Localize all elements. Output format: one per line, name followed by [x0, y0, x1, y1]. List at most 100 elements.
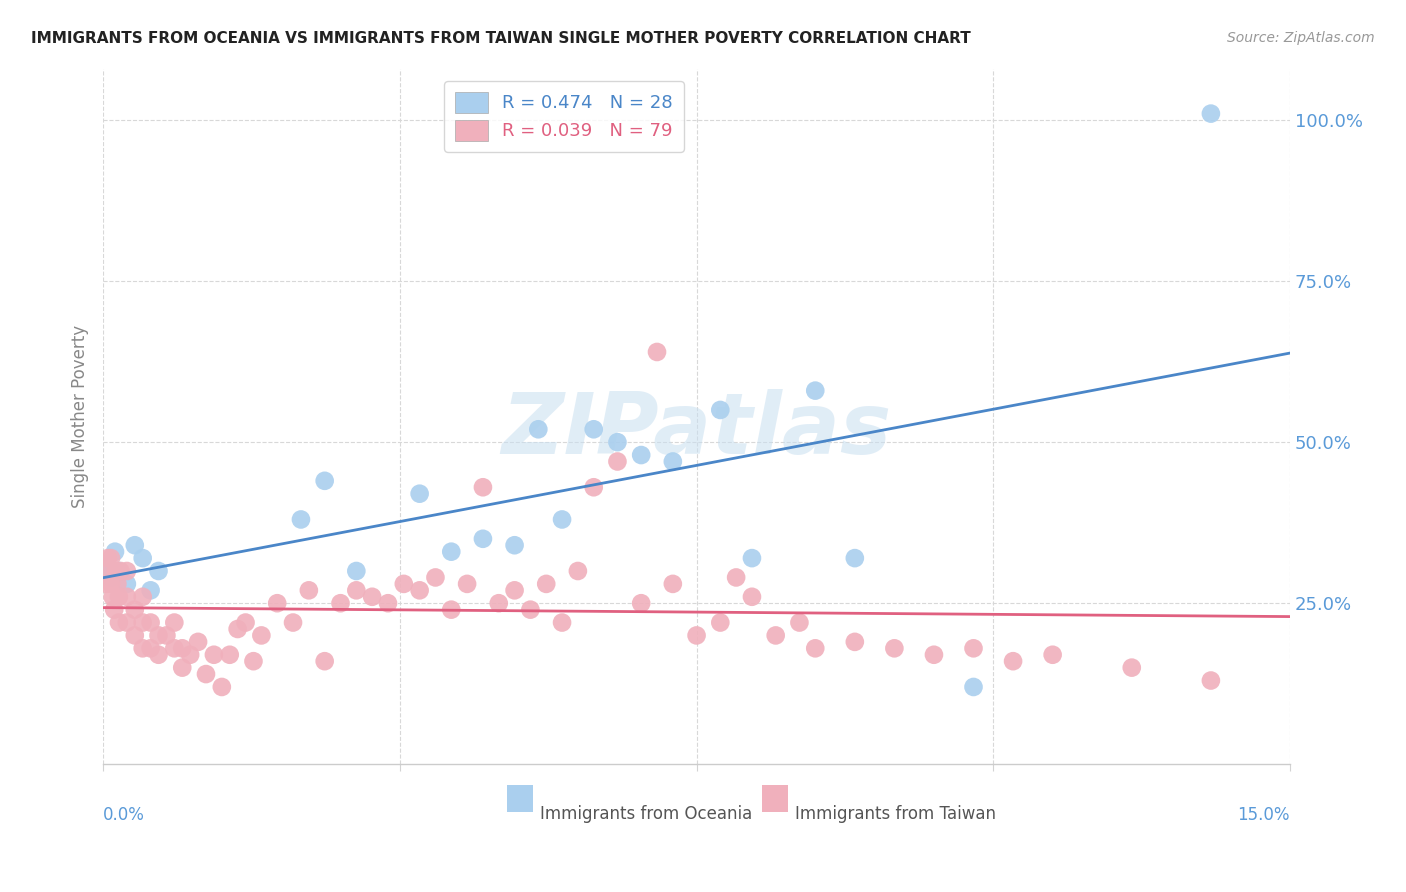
Point: [606, 435, 628, 450]
Point: [195, 667, 218, 681]
Text: 0.0%: 0.0%: [103, 806, 145, 824]
Point: [1002, 654, 1025, 668]
Point: [211, 680, 233, 694]
Point: [709, 403, 731, 417]
Y-axis label: Single Mother Poverty: Single Mother Poverty: [72, 325, 89, 508]
Point: [108, 590, 131, 604]
Point: [115, 577, 138, 591]
Point: [104, 544, 127, 558]
Point: [172, 641, 194, 656]
Point: [93, 564, 115, 578]
Point: [1199, 673, 1222, 688]
Point: [103, 602, 125, 616]
Point: [645, 345, 668, 359]
Point: [290, 512, 312, 526]
Point: [725, 570, 748, 584]
Point: [124, 628, 146, 642]
Point: [187, 635, 209, 649]
Point: [131, 551, 153, 566]
Point: [115, 590, 138, 604]
Point: [266, 596, 288, 610]
Point: [408, 486, 430, 500]
Text: IMMIGRANTS FROM OCEANIA VS IMMIGRANTS FROM TAIWAN SINGLE MOTHER POVERTY CORRELAT: IMMIGRANTS FROM OCEANIA VS IMMIGRANTS FR…: [31, 31, 970, 46]
Text: Immigrants from Oceania: Immigrants from Oceania: [540, 805, 752, 822]
Point: [250, 628, 273, 642]
Point: [630, 448, 652, 462]
Point: [100, 570, 122, 584]
Point: [922, 648, 945, 662]
Text: Immigrants from Taiwan: Immigrants from Taiwan: [794, 805, 995, 822]
Point: [139, 583, 162, 598]
Point: [377, 596, 399, 610]
Point: [155, 628, 177, 642]
Point: [527, 422, 550, 436]
Point: [551, 615, 574, 630]
Point: [440, 602, 463, 616]
Point: [606, 454, 628, 468]
Point: [804, 384, 827, 398]
Point: [1121, 660, 1143, 674]
Point: [298, 583, 321, 598]
Bar: [506, 785, 533, 812]
Point: [456, 577, 478, 591]
Point: [844, 635, 866, 649]
Point: [789, 615, 811, 630]
Point: [314, 654, 336, 668]
Point: [567, 564, 589, 578]
Point: [179, 648, 201, 662]
Point: [844, 551, 866, 566]
Point: [361, 590, 384, 604]
Legend: R = 0.474   N = 28, R = 0.039   N = 79: R = 0.474 N = 28, R = 0.039 N = 79: [444, 81, 683, 152]
Point: [685, 628, 707, 642]
Point: [139, 641, 162, 656]
Point: [97, 551, 120, 566]
Point: [139, 615, 162, 630]
Point: [100, 551, 122, 566]
Point: [408, 583, 430, 598]
Point: [235, 615, 257, 630]
Point: [962, 680, 984, 694]
Point: [105, 577, 128, 591]
Point: [488, 596, 510, 610]
Point: [471, 480, 494, 494]
Point: [131, 615, 153, 630]
Point: [148, 564, 170, 578]
Bar: [762, 785, 787, 812]
Point: [101, 590, 124, 604]
Point: [440, 544, 463, 558]
Point: [503, 583, 526, 598]
Point: [100, 577, 122, 591]
Point: [226, 622, 249, 636]
Point: [108, 564, 131, 578]
Point: [131, 590, 153, 604]
Point: [115, 564, 138, 578]
Point: [962, 641, 984, 656]
Point: [630, 596, 652, 610]
Point: [172, 660, 194, 674]
Point: [709, 615, 731, 630]
Point: [425, 570, 447, 584]
Point: [148, 648, 170, 662]
Point: [124, 602, 146, 616]
Point: [765, 628, 787, 642]
Point: [503, 538, 526, 552]
Point: [392, 577, 415, 591]
Point: [883, 641, 905, 656]
Point: [218, 648, 240, 662]
Text: Source: ZipAtlas.com: Source: ZipAtlas.com: [1227, 31, 1375, 45]
Point: [582, 480, 605, 494]
Point: [582, 422, 605, 436]
Point: [131, 641, 153, 656]
Point: [551, 512, 574, 526]
Point: [115, 615, 138, 630]
Point: [519, 602, 541, 616]
Point: [148, 628, 170, 642]
Point: [536, 577, 558, 591]
Point: [163, 641, 186, 656]
Point: [1199, 106, 1222, 120]
Point: [471, 532, 494, 546]
Point: [344, 564, 367, 578]
Text: ZIPatlas: ZIPatlas: [502, 389, 891, 472]
Point: [104, 564, 127, 578]
Text: 15.0%: 15.0%: [1237, 806, 1291, 824]
